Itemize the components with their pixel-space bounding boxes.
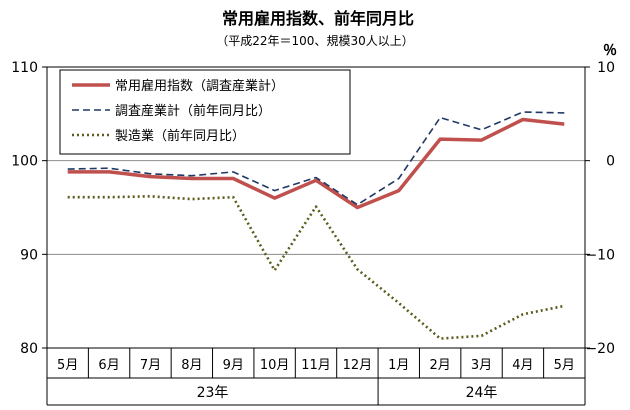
category-label: 5月 [554, 358, 575, 373]
right-tick-label: −20 [585, 341, 615, 357]
left-tick-label: 90 [20, 247, 38, 263]
left-tick-label: 80 [20, 341, 38, 357]
chart-title: 常用雇用指数、前年同月比 [222, 9, 414, 28]
legend: 常用雇用指数（調査産業計） 調査産業計（前年同月比） 製造業（前年同月比） [59, 69, 351, 155]
year-label: 23年 [197, 385, 229, 401]
right-tick-label: 10 [597, 60, 615, 76]
right-axis-unit: ％ [603, 43, 617, 59]
left-axis-ticks: 80 90 100 110 [11, 60, 47, 357]
category-label: 9月 [223, 358, 244, 373]
category-label: 2月 [430, 358, 451, 373]
axes [46, 66, 586, 348]
series-lines [67, 111, 565, 340]
category-label: 6月 [98, 358, 119, 373]
category-axis: 5月 6月 7月 8月 9月 10月 11月 12月 1月 2月 3月 4月 5月 23年 24年 [46, 347, 586, 406]
category-label: 8月 [181, 358, 202, 373]
series-line [67, 111, 565, 206]
category-label: 3月 [471, 358, 492, 373]
category-label: 1月 [388, 358, 409, 373]
right-axis-ticks: −20 −10 0 10 [585, 60, 615, 357]
left-tick-label: 110 [11, 60, 38, 76]
series-line [67, 195, 565, 340]
right-tick-label: −10 [585, 247, 615, 263]
category-label: 11月 [301, 358, 331, 373]
legend-label: 製造業（前年同月比） [115, 128, 245, 144]
category-label: 10月 [260, 358, 290, 373]
right-tick-label: 0 [606, 154, 615, 170]
legend-label: 常用雇用指数（調査産業計） [115, 78, 284, 94]
left-tick-label: 100 [11, 154, 38, 170]
category-label: 7月 [140, 358, 161, 373]
legend-label: 調査産業計（前年同月比） [115, 103, 271, 119]
gridlines [47, 160, 585, 255]
category-label: 5月 [57, 358, 78, 373]
category-label: 12月 [343, 358, 373, 373]
category-label: 4月 [512, 358, 533, 373]
year-label: 24年 [466, 385, 498, 401]
chart-subtitle: （平成22年＝100、規模30人以上） [216, 33, 413, 48]
series-line [67, 117, 565, 210]
